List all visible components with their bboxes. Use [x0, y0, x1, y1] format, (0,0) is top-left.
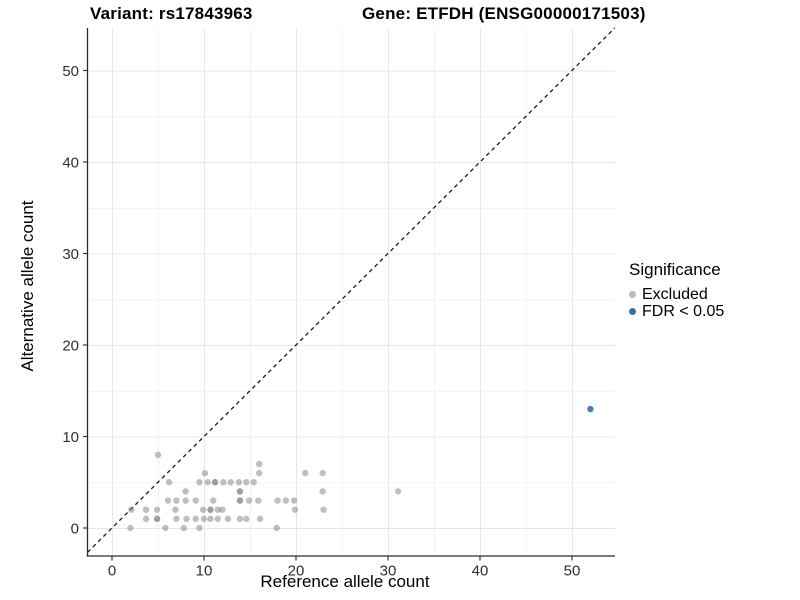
data-point: [142, 506, 150, 513]
grid-minor: [87, 28, 615, 556]
data-point: [282, 497, 290, 504]
grid-major: [87, 28, 615, 556]
data-point: [274, 497, 281, 504]
data-point: [207, 515, 214, 523]
svg-text:50: 50: [62, 63, 79, 80]
data-point: [250, 479, 257, 486]
data-point: [236, 515, 244, 523]
data-point: [219, 506, 226, 513]
data-point: [154, 451, 162, 458]
data-point: [236, 497, 244, 504]
data-point: [183, 515, 190, 523]
svg-text:30: 30: [62, 246, 79, 263]
data-point: [196, 524, 203, 532]
data-point: [173, 497, 180, 504]
svg-text:40: 40: [62, 155, 79, 172]
y-axis-title: Alternative allele count: [18, 200, 37, 372]
y-tick-labels: 0 10 20 30 40 50: [62, 63, 79, 538]
data-point: [164, 497, 172, 504]
data-point: [319, 488, 326, 495]
data-point: [201, 469, 209, 477]
data-point: [243, 515, 250, 523]
x-tick-labels: 0 10 20 30 40 50: [108, 563, 581, 580]
data-point: [245, 497, 253, 504]
data-point: [211, 479, 219, 486]
plot-title-gene: Gene: ETFDH (ENSG00000171503): [362, 4, 646, 23]
svg-text:0: 0: [108, 563, 116, 580]
data-point: [210, 497, 217, 504]
legend-label-excluded: Excluded: [642, 285, 708, 303]
legend: Significance Excluded FDR < 0.05: [629, 260, 724, 320]
identity-line: [87, 27, 616, 553]
legend-dot-excluded-icon: [629, 291, 636, 298]
legend-title: Significance: [629, 260, 721, 279]
legend-item-excluded: Excluded: [629, 286, 724, 303]
data-point: [172, 506, 179, 513]
data-point: [214, 515, 221, 523]
svg-text:50: 50: [564, 563, 581, 580]
data-points-significant: [587, 405, 594, 413]
svg-text:20: 20: [288, 563, 305, 580]
data-point: [196, 479, 203, 486]
data-point: [165, 479, 173, 486]
data-point: [220, 479, 227, 486]
data-point: [256, 469, 263, 477]
data-point: [235, 479, 243, 486]
data-points-excluded: [127, 451, 402, 532]
data-point: [192, 515, 199, 523]
data-point: [200, 515, 208, 523]
data-point: [204, 479, 211, 486]
data-point: [319, 469, 326, 477]
tick-marks: [83, 69, 573, 561]
data-point: [320, 506, 327, 513]
plot-title-variant: Variant: rs17843963: [90, 4, 253, 23]
data-point: [199, 506, 207, 513]
svg-text:0: 0: [71, 521, 79, 538]
data-point: [256, 515, 264, 523]
data-point: [587, 405, 594, 413]
data-point: [273, 524, 280, 532]
data-point: [162, 524, 169, 532]
x-axis-title: Reference allele count: [260, 572, 430, 591]
data-point: [255, 497, 262, 504]
data-point: [173, 515, 180, 523]
svg-text:30: 30: [380, 563, 397, 580]
data-point: [394, 488, 402, 495]
data-point: [142, 515, 150, 523]
data-point: [153, 506, 161, 513]
data-point: [128, 506, 135, 513]
svg-text:10: 10: [196, 563, 213, 580]
svg-text:10: 10: [62, 429, 79, 446]
data-point: [227, 479, 234, 486]
data-point: [153, 515, 161, 523]
data-point: [127, 524, 134, 532]
legend-dot-fdr-icon: [629, 308, 636, 315]
svg-text:40: 40: [472, 563, 489, 580]
data-point: [207, 506, 214, 513]
data-point: [214, 506, 221, 513]
data-point: [302, 469, 309, 477]
data-point: [182, 488, 189, 495]
data-point: [182, 497, 189, 504]
data-point: [256, 460, 263, 468]
data-point: [291, 506, 299, 513]
legend-label-fdr: FDR < 0.05: [642, 302, 725, 320]
svg-text:20: 20: [62, 338, 79, 355]
axis-lines: [86, 28, 615, 557]
data-point: [192, 497, 199, 504]
data-point: [180, 524, 187, 532]
data-point: [243, 479, 250, 486]
data-point: [236, 488, 244, 495]
legend-item-fdr: FDR < 0.05: [629, 303, 724, 320]
data-point: [290, 497, 298, 504]
data-point: [224, 515, 232, 523]
